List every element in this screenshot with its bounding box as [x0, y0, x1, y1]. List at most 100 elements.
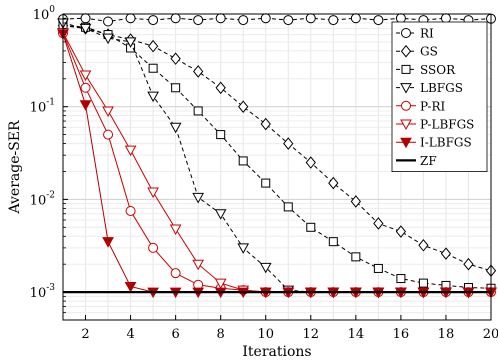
data-point-ri [440, 13, 451, 24]
data-point-gs [463, 257, 474, 271]
data-point-gs [395, 225, 407, 238]
data-point-lbfgs [214, 209, 227, 220]
series-ri [58, 13, 496, 27]
y-tick-label: 10-3 [30, 283, 56, 301]
legend-marker [400, 44, 412, 58]
data-point-p-lbfgs [169, 224, 182, 235]
data-point-p-lbfgs [79, 70, 92, 81]
x-tick-label: 8 [217, 327, 225, 342]
legend-box [391, 21, 488, 173]
data-point-lbfgs [79, 23, 92, 35]
x-tick-label: 14 [348, 327, 365, 342]
data-point-ssor [373, 263, 383, 273]
legend-marker [400, 119, 412, 131]
data-point-p-lbfgs [192, 259, 205, 271]
data-point-ri [148, 15, 159, 26]
data-point-ri [305, 13, 316, 24]
legend-marker [401, 100, 411, 111]
y-tick-label: 10-1 [30, 98, 55, 116]
data-point-gs [147, 39, 159, 53]
x-tick-label: 10 [257, 327, 274, 342]
data-point-gs [238, 100, 249, 113]
data-point-gs [170, 52, 181, 65]
x-tick-label: 6 [171, 327, 179, 342]
data-point-ri [238, 15, 249, 26]
data-point-ssor [418, 278, 428, 288]
data-point-i-lbfgs [102, 237, 114, 248]
legend-item-p-lbfgs: P-LBFGS [396, 118, 474, 132]
legend-item-p-ri: P-RI [396, 99, 446, 113]
data-point-ssor [193, 106, 203, 116]
data-point-i-lbfgs [124, 281, 137, 293]
data-point-ri [215, 13, 226, 24]
legend-item-zf: ZF [396, 154, 437, 168]
data-point-ssor [261, 178, 271, 188]
data-point-lbfgs [102, 33, 114, 45]
data-point-ri [283, 15, 294, 26]
y-tick-label: 100 [33, 5, 56, 23]
data-point-ssor [328, 237, 338, 247]
legend-item-ssor: SSOR [396, 63, 456, 77]
data-point-ri [80, 13, 91, 24]
data-point-ssor [148, 63, 158, 73]
data-point-p-ri [148, 242, 159, 253]
x-axis-label: Iterations [242, 344, 311, 360]
data-point-gs [373, 217, 384, 230]
data-point-lbfgs [124, 37, 137, 48]
plot-frame [62, 13, 492, 321]
legend-label: RI [420, 27, 434, 41]
data-point-ssor [283, 202, 293, 212]
data-point-lbfgs [192, 192, 205, 204]
data-point-gs [260, 117, 271, 131]
legend-label: P-LBFGS [420, 118, 474, 132]
x-tick-label: 2 [81, 327, 89, 342]
data-point-lbfgs [237, 243, 250, 254]
data-point-p-ri [170, 268, 181, 279]
legend-label: LBFGS [420, 81, 463, 95]
legend-marker [400, 137, 412, 149]
x-axis-ticks: 2 4 6 8 10 12 14 16 18 20 [81, 315, 498, 342]
legend-item-gs: GS [396, 45, 438, 59]
series-group [57, 13, 497, 299]
data-point-ri [395, 13, 406, 24]
legend-item-i-lbfgs: I-LBFGS [396, 136, 472, 150]
data-point-ri [103, 16, 114, 27]
data-point-gs [440, 247, 452, 260]
y-axis-ticks: 100 10-1 10-2 10-3 [30, 5, 68, 321]
data-point-gs [283, 137, 294, 150]
legend-label: SSOR [420, 63, 456, 77]
legend: RI GS SSOR LBFGS P-RI P-LBFGS I-LBFGS ZF [391, 21, 488, 173]
y-axis-label: Average-SER [7, 120, 23, 215]
data-point-ssor [216, 130, 226, 140]
data-point-gs [418, 238, 429, 252]
data-point-ri [328, 15, 339, 26]
data-point-p-ri [103, 129, 114, 140]
data-point-lbfgs [169, 122, 182, 134]
data-point-ssor [351, 252, 361, 262]
data-point-ri [193, 15, 204, 26]
x-tick-label: 12 [303, 327, 320, 342]
legend-marker [401, 64, 411, 74]
data-point-ssor [171, 83, 181, 93]
legend-item-ri: RI [396, 27, 434, 41]
legend-marker [400, 83, 412, 94]
legend-label: P-RI [420, 99, 446, 113]
data-point-ssor [396, 274, 406, 284]
data-point-ssor [306, 222, 316, 232]
legend-label: I-LBFGS [420, 136, 472, 150]
data-point-gs [193, 65, 204, 78]
data-point-ri [350, 13, 361, 24]
legend-item-lbfgs: LBFGS [396, 81, 463, 95]
x-tick-label: 16 [393, 327, 410, 342]
data-point-ssor [238, 156, 248, 166]
series-line-lbfgs [62, 22, 491, 293]
data-point-lbfgs [147, 91, 159, 103]
data-point-gs [215, 81, 226, 95]
data-point-p-ri [80, 82, 91, 93]
legend-label: GS [420, 45, 438, 59]
x-tick-label: 18 [438, 327, 455, 342]
data-point-ri [260, 13, 271, 24]
data-point-ri [125, 13, 136, 24]
x-tick-label: 4 [126, 327, 134, 342]
